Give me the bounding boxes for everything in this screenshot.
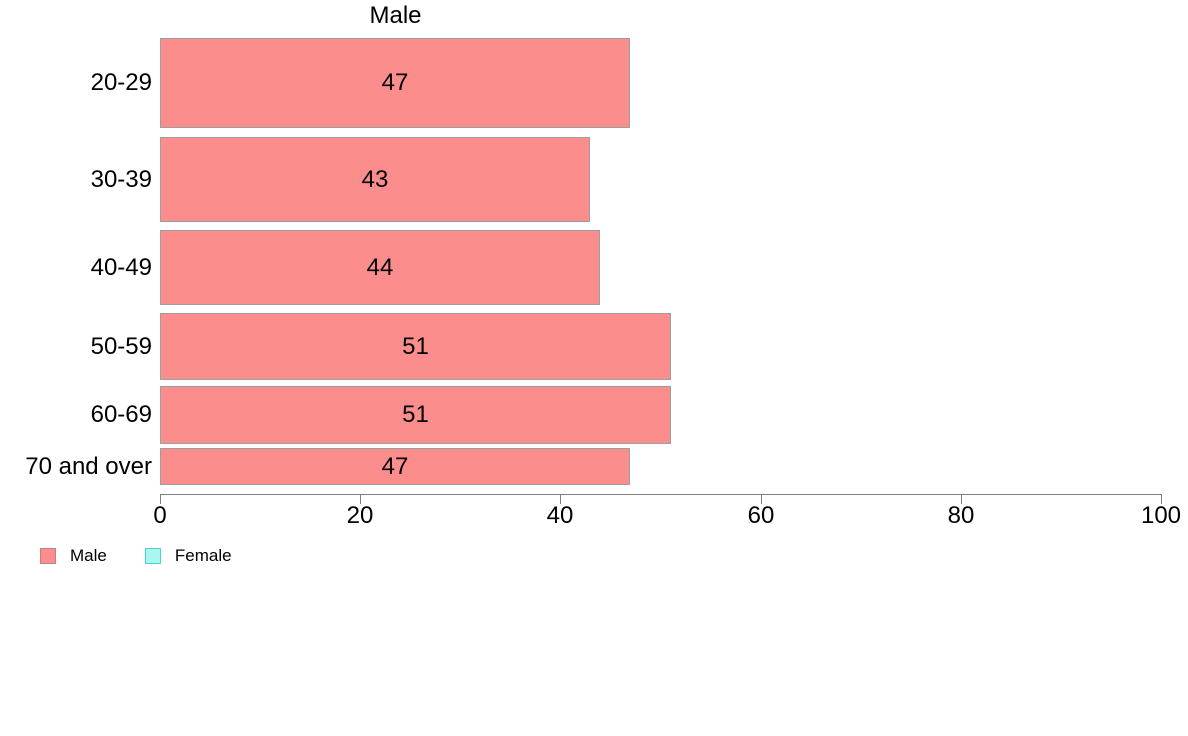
x-axis-tick bbox=[1161, 494, 1162, 504]
x-axis-tick-label: 40 bbox=[546, 502, 574, 529]
bar-value-label: 51 bbox=[402, 333, 429, 360]
legend: Male Female bbox=[40, 546, 270, 566]
category-label: 40-49 bbox=[90, 254, 152, 281]
x-axis-tick-label: 80 bbox=[947, 502, 975, 529]
x-axis-tick-label: 20 bbox=[346, 502, 374, 529]
category-label: 30-39 bbox=[90, 166, 152, 193]
x-axis-tick-label: 100 bbox=[1140, 502, 1182, 529]
chart-title: Male bbox=[369, 2, 422, 29]
bar-value-label: 51 bbox=[402, 401, 429, 428]
legend-label-male: Male bbox=[70, 546, 107, 565]
bar-male-30-39: 43 bbox=[160, 137, 590, 222]
bar-value-label: 43 bbox=[361, 166, 389, 193]
bar-male-50-59: 51 bbox=[160, 313, 671, 380]
bar-male-40-49: 44 bbox=[160, 230, 600, 305]
x-axis-tick bbox=[961, 494, 962, 504]
bar-value-label: 47 bbox=[381, 453, 409, 480]
legend-label-female: Female bbox=[174, 546, 232, 565]
legend-swatch-female bbox=[144, 548, 161, 564]
x-axis-tick bbox=[160, 494, 161, 504]
x-axis-tick bbox=[560, 494, 561, 504]
x-axis-tick bbox=[360, 494, 361, 504]
category-label: 60-69 bbox=[90, 401, 152, 428]
x-axis-line bbox=[160, 494, 1162, 495]
bar-male-70-and-over: 47 bbox=[160, 448, 630, 485]
legend-item-female: Female bbox=[144, 546, 232, 566]
bar-value-label: 47 bbox=[381, 69, 409, 96]
x-axis-tick bbox=[761, 494, 762, 504]
legend-swatch-male bbox=[40, 548, 56, 564]
bar-value-label: 44 bbox=[366, 254, 394, 281]
category-label: 50-59 bbox=[90, 333, 152, 360]
x-axis-tick-label: 0 bbox=[153, 502, 167, 529]
bar-male-60-69: 51 bbox=[160, 386, 671, 444]
bar-male-20-29: 47 bbox=[160, 38, 630, 128]
legend-item-male: Male bbox=[40, 546, 107, 566]
category-label: 20-29 bbox=[90, 69, 152, 96]
category-label: 70 and over bbox=[25, 453, 152, 480]
x-axis-tick-label: 60 bbox=[747, 502, 775, 529]
